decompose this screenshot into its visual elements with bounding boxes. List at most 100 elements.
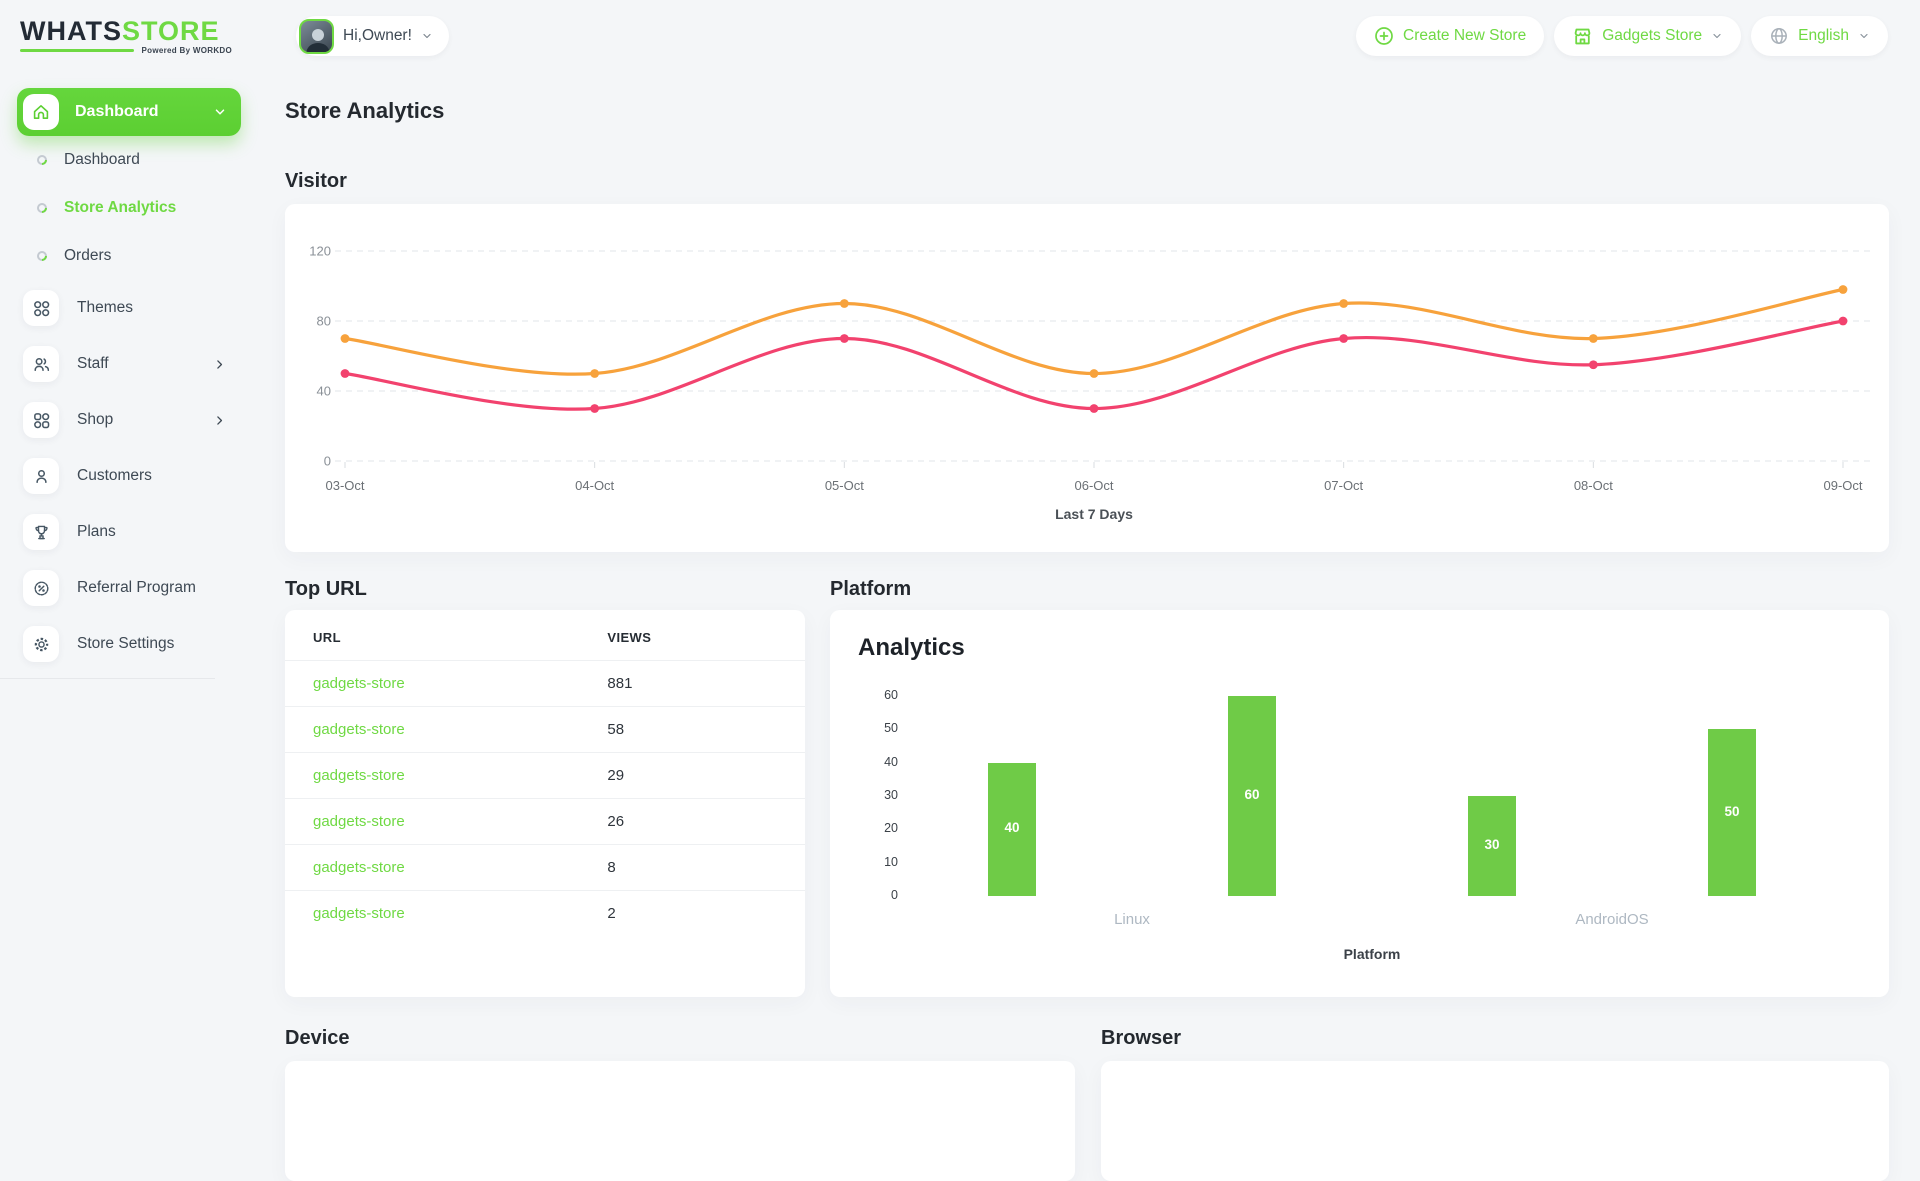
table-row: gadgets-store 29 (285, 752, 805, 799)
svg-text:Last 7 Days: Last 7 Days (1055, 506, 1133, 522)
bar-value-label: 30 (1484, 837, 1500, 852)
bar (1468, 796, 1516, 896)
sidebar-item-customers[interactable]: Customers (0, 448, 262, 504)
y-axis-tick-label: 50 (884, 721, 898, 736)
chevron-down-icon (423, 33, 431, 39)
sidebar-item-store-analytics[interactable]: Store Analytics (0, 184, 262, 232)
language-label: English (1798, 27, 1849, 44)
trophy-icon (23, 514, 59, 550)
sidebar-item-referral-program[interactable]: Referral Program (0, 560, 262, 616)
y-axis-tick-label: 0 (891, 888, 898, 902)
table-row: gadgets-store 58 (285, 706, 805, 753)
column-header-views: VIEWS (607, 630, 652, 645)
sidebar-item-dashboard[interactable]: Dashboard (0, 136, 262, 184)
grid-icon (23, 290, 59, 326)
table-row: gadgets-store 2 (285, 890, 805, 937)
powered-by-label: Powered By WORKDO (141, 46, 232, 55)
svg-text:07-Oct: 07-Oct (1324, 478, 1363, 493)
svg-text:80: 80 (317, 314, 331, 329)
top-url-table: URL VIEWS gadgets-store 881 gadgets-store 5… (285, 610, 805, 936)
home-icon (23, 94, 59, 130)
sidebar-item-label: Plans (77, 523, 116, 540)
sidebar-item-plans[interactable]: Plans (0, 504, 262, 560)
table-row: gadgets-store 26 (285, 798, 805, 845)
analytics-chart-title: Analytics (858, 634, 965, 661)
platform-bar-chart: 0 10 20 30 40 50 60 40 60 30 50 Linux AndroidOS Platf… (830, 610, 1889, 997)
visitor-line-chart: 0 40 80 120 03-Oct 04-Oct 05-Oct 06-Oct 07-Oct 08… (309, 244, 1875, 522)
views-value: 8 (607, 859, 616, 876)
bullet-icon (37, 251, 47, 261)
logo-underline (20, 49, 134, 52)
main-content: Store Analytics Visitor 0 40 80 120 03-Oct 04… (285, 72, 1889, 1181)
avatar (299, 18, 334, 54)
platform-chart-card: Analytics 0 10 20 30 40 50 60 40 60 30 50 Linux Andr… (830, 610, 1889, 997)
create-new-store-button[interactable]: Create New Store (1356, 16, 1545, 56)
sidebar-item-label: Customers (77, 467, 152, 484)
bar (1708, 729, 1756, 896)
gear-icon (23, 626, 59, 662)
sidebar-item-orders[interactable]: Orders (0, 232, 262, 280)
sidebar-divider (0, 678, 215, 679)
url-link[interactable]: gadgets-store (313, 813, 405, 830)
sidebar-nav: Dashboard Dashboard Store Analytics Orde… (0, 72, 262, 679)
url-link[interactable]: gadgets-store (313, 721, 405, 738)
bar-value-label: 50 (1724, 803, 1740, 819)
views-value: 26 (607, 813, 625, 830)
views-value: 29 (607, 767, 625, 784)
svg-text:04-Oct: 04-Oct (575, 478, 614, 493)
x-category-label: Linux (1114, 911, 1150, 928)
url-link[interactable]: gadgets-store (313, 675, 405, 692)
discount-badge-icon (23, 570, 59, 606)
platform-section-heading: Platform (830, 578, 912, 600)
visitor-chart-card: 0 40 80 120 03-Oct 04-Oct 05-Oct 06-Oct 07-Oct 08… (285, 204, 1889, 552)
views-value: 881 (607, 675, 633, 692)
store-selector-dropdown[interactable]: Gadgets Store (1554, 16, 1742, 56)
page-title: Store Analytics (285, 98, 445, 123)
user-menu[interactable]: Hi,Owner! (296, 16, 449, 56)
bullet-icon (37, 203, 47, 213)
url-link[interactable]: gadgets-store (313, 905, 405, 922)
sidebar-item-label: Store Analytics (64, 199, 177, 216)
sidebar-item-store-settings[interactable]: Store Settings (0, 616, 262, 672)
chevron-down-icon (215, 109, 225, 115)
views-value: 58 (607, 721, 625, 738)
chevron-down-icon (1713, 33, 1721, 39)
svg-text:05-Oct: 05-Oct (825, 478, 864, 493)
sidebar-item-label: Dashboard (64, 151, 140, 168)
grid-icon (23, 402, 59, 438)
sidebar-item-label: Store Settings (77, 635, 175, 652)
top-url-section-heading: Top URL (285, 578, 367, 600)
bar (988, 762, 1036, 896)
sidebar-item-shop[interactable]: Shop (0, 392, 262, 448)
users-icon (23, 346, 59, 382)
sidebar-item-themes[interactable]: Themes (0, 280, 262, 336)
x-category-label: AndroidOS (1575, 911, 1649, 928)
svg-text:09-Oct: 09-Oct (1823, 478, 1862, 493)
sidebar-item-label: Staff (77, 355, 109, 372)
table-row: gadgets-store 8 (285, 844, 805, 891)
views-value: 2 (607, 905, 616, 922)
sidebar-item-staff[interactable]: Staff (0, 336, 262, 392)
device-chart-card (285, 1061, 1075, 1181)
sidebar-group-label: Dashboard (75, 103, 159, 120)
brand-logo[interactable]: WHATSSTORE Powered By WORKDO (20, 17, 232, 55)
chevron-right-icon (217, 359, 223, 369)
device-section-heading: Device (285, 1027, 350, 1049)
chevron-down-icon (1860, 33, 1868, 39)
svg-text:06-Oct: 06-Oct (1074, 478, 1113, 493)
globe-icon (1771, 28, 1788, 44)
sidebar-item-label: Themes (77, 299, 133, 316)
language-selector-dropdown[interactable]: English (1751, 16, 1888, 56)
y-axis-tick-label: 30 (884, 788, 898, 802)
browser-chart-card (1101, 1061, 1889, 1181)
url-link[interactable]: gadgets-store (313, 859, 405, 876)
sidebar-group-dashboard[interactable]: Dashboard (17, 88, 241, 136)
top-header: WHATSSTORE Powered By WORKDO Hi,Owner! C… (0, 0, 1920, 72)
bar (1228, 696, 1276, 896)
svg-text:08-Oct: 08-Oct (1574, 478, 1613, 493)
y-axis-tick-label: 60 (884, 688, 898, 702)
plus-circle-icon (1375, 27, 1393, 45)
url-link[interactable]: gadgets-store (313, 767, 405, 784)
chevron-right-icon (217, 415, 223, 425)
y-axis-tick-label: 20 (884, 821, 898, 836)
